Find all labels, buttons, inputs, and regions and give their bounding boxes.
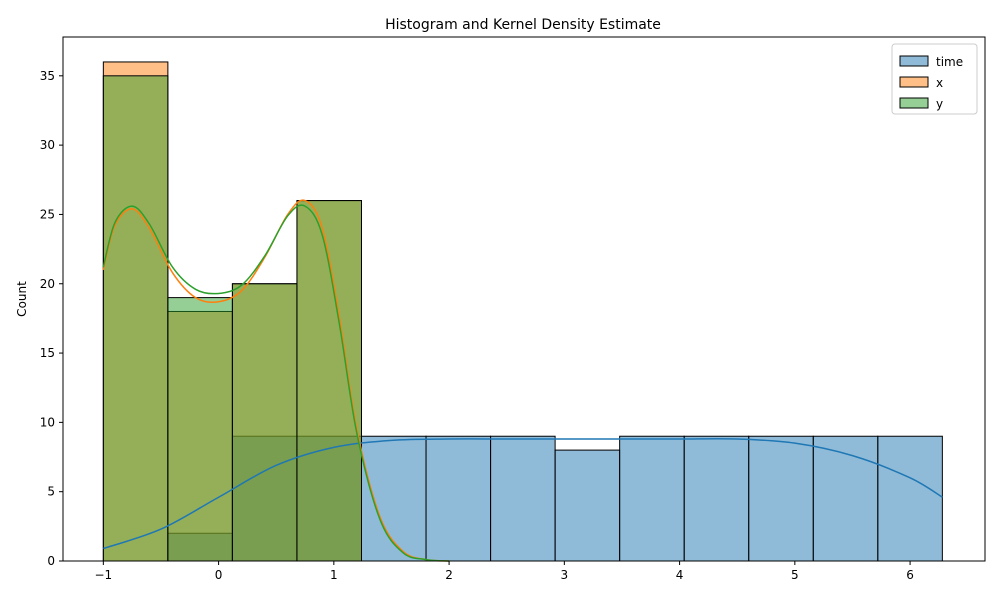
kde-line-time (103, 437, 943, 550)
bar-y-3 (296, 200, 362, 562)
bar-time-7 (554, 449, 621, 562)
legend-swatch-time (899, 55, 929, 67)
y-tick-label: 20 (40, 277, 55, 291)
x-tick-label: 0 (215, 568, 223, 582)
x-tick-label: 6 (906, 568, 914, 582)
y-tick-label: 30 (40, 138, 55, 152)
bar-time-12 (877, 435, 943, 562)
y-axis-ticks: 0 5 10 15 20 25 30 35 (40, 69, 63, 568)
x-tick-label: 5 (791, 568, 799, 582)
x-tick-label: 2 (445, 568, 453, 582)
bar-y-2 (231, 283, 298, 562)
bar-y-1 (167, 297, 233, 562)
x-axis-ticks: −1 0 1 2 3 4 5 6 (94, 561, 914, 582)
legend-swatch-y (899, 97, 929, 109)
bar-time-9 (683, 435, 750, 562)
x-tick-label: −1 (94, 568, 112, 582)
plot-frame (62, 36, 986, 562)
y-tick-label: 0 (47, 554, 55, 568)
chart-title: Histogram and Kernel Density Estimate (385, 17, 661, 33)
legend-swatch-x (899, 76, 929, 88)
bar-time-10 (748, 435, 814, 562)
x-tick-label: 4 (676, 568, 684, 582)
x-tick-label: 3 (561, 568, 569, 582)
y-tick-label: 25 (40, 207, 55, 221)
y-axis-label: Count (15, 281, 29, 317)
bar-time-11 (812, 435, 879, 562)
bar-time-6 (490, 435, 556, 562)
bar-y-0 (102, 75, 169, 562)
y-tick-label: 10 (40, 415, 55, 429)
y-tick-label: 5 (47, 485, 55, 499)
legend-label-x: x (936, 76, 943, 90)
bar-time-8 (619, 435, 685, 562)
x-tick-label: 1 (330, 568, 338, 582)
legend-label-time: time (936, 55, 963, 69)
legend: time xy (891, 43, 978, 115)
kde-layer (102, 199, 943, 562)
bar-time-5 (425, 435, 492, 562)
kde-line-y (102, 204, 450, 562)
y-tick-label: 35 (40, 69, 55, 83)
legend-label-y: y (936, 97, 943, 111)
y-tick-label: 15 (40, 346, 55, 360)
